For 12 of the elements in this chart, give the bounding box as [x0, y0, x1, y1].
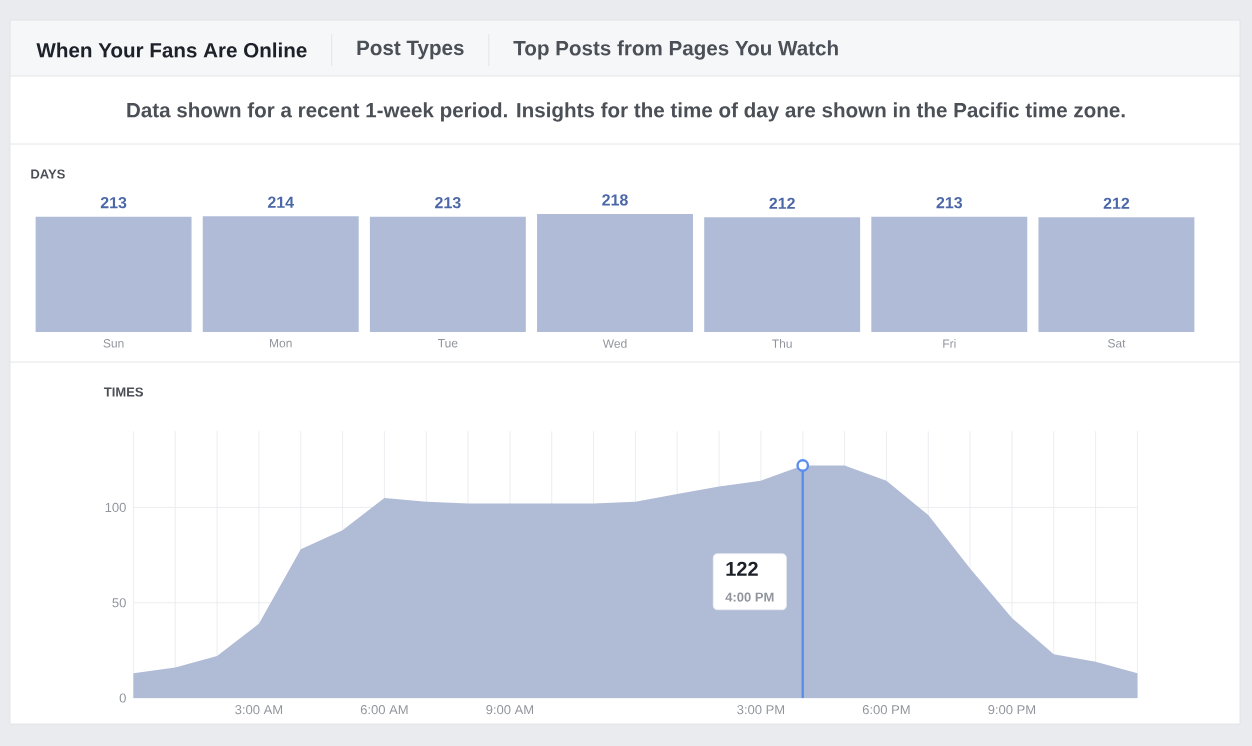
data-label: 213 — [435, 196, 461, 209]
text: Top Posts from Pages You Watch — [513, 40, 838, 60]
data-label: 212 — [769, 197, 795, 209]
data-label: 213 — [100, 196, 127, 209]
data-label: 212 — [1103, 197, 1130, 209]
annotation: 122 — [726, 561, 758, 576]
text: Data shown for a recent 1-week period. Insights for the time of day are shown in the Pacific time zone. — [127, 102, 1125, 122]
data-label: 218 — [602, 194, 628, 206]
data-label: 213 — [936, 196, 963, 209]
text: When Your Fans Are Online — [36, 42, 307, 58]
text: Post Types — [357, 40, 464, 60]
data-label: 214 — [267, 196, 294, 208]
